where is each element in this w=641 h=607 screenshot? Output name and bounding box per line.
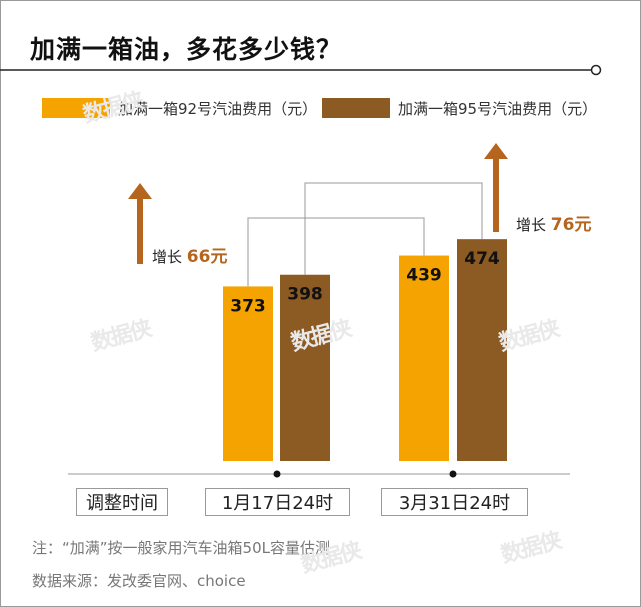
data-source: 数据来源：发改委官网、choice: [32, 572, 246, 590]
axis-layer: [68, 470, 570, 478]
x-axis-group-dot-0: [273, 470, 281, 478]
bracket-92: [247, 217, 425, 287]
annotation-95: 增长 76元: [516, 215, 591, 235]
annotation-95-label: 增长: [516, 216, 551, 234]
chart-title: 加满一箱油，多花多少钱？: [30, 35, 343, 64]
bracket-95: [304, 182, 483, 275]
legend-swatch-92: [42, 98, 110, 118]
legend-item-92: 加满一箱92号汽油费用（元）: [42, 96, 317, 120]
legend-item-95: 加满一箱95号汽油费用（元）: [322, 96, 597, 120]
legend-swatch-95: [322, 98, 390, 118]
legend-label-92: 加满一箱92号汽油费用（元）: [118, 99, 318, 118]
category-header-box: 调整时间: [76, 488, 168, 516]
static-lines: [0, 64, 602, 76]
bar-value-label-0-1: 439: [406, 266, 442, 286]
category-box-jan17: 1月17日24时: [205, 488, 350, 516]
bar-1-1: [457, 239, 507, 461]
category-header-label: 调整时间: [86, 493, 158, 514]
bar-value-label-0-0: 373: [230, 296, 266, 316]
category-box-mar31: 3月31日24时: [381, 488, 528, 516]
title-divider-end-dot: [590, 64, 602, 76]
bar-value-label-1-0: 398: [287, 285, 323, 305]
legend-label-95: 加满一箱95号汽油费用（元）: [398, 99, 598, 118]
category-label-jan17: 1月17日24时: [221, 493, 334, 514]
bar-value-label-1-1: 474: [464, 249, 500, 269]
bar-1-0: [280, 274, 330, 461]
annotation-92-label: 增长: [152, 248, 187, 266]
annotation-95-value: 76元: [551, 215, 592, 235]
category-label-mar31: 3月31日24时: [398, 493, 511, 514]
footnote: 注：“加满”按一般家用汽车油箱50L容量估测: [32, 539, 330, 557]
bar-0-0: [223, 286, 273, 461]
annotation-92: 增长 66元: [152, 247, 227, 267]
annotation-92-value: 66元: [187, 247, 228, 267]
connectors-layer: [247, 182, 483, 287]
bars-layer: 373 398 439 474: [223, 239, 507, 461]
x-axis-group-dot-1: [449, 470, 457, 478]
bar-0-1: [399, 255, 449, 461]
arrow-95-head: [484, 143, 508, 159]
arrow-92-head: [128, 183, 152, 199]
